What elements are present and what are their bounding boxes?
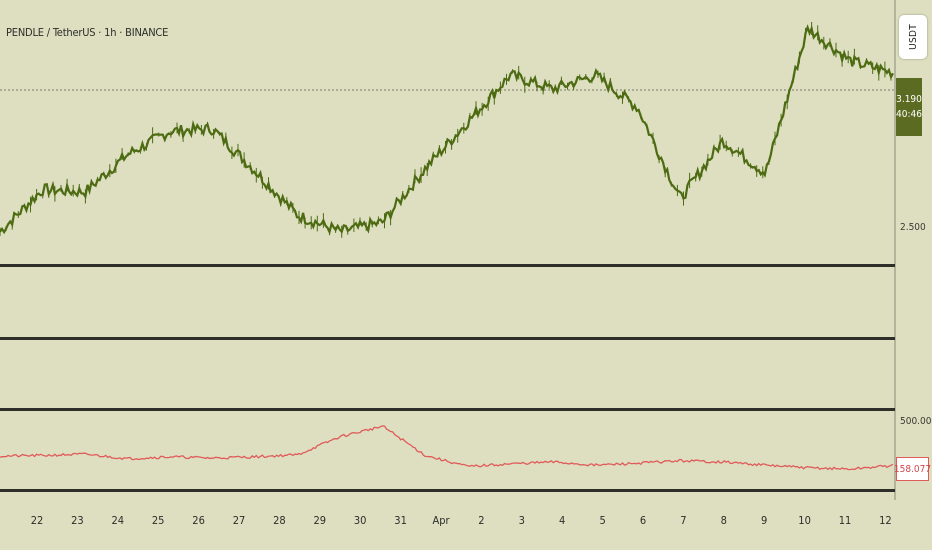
time-label: 4	[559, 514, 566, 527]
time-label: 6	[639, 514, 647, 527]
volume-value-badge: 158.077	[894, 457, 931, 481]
pane-separator-2[interactable]	[0, 337, 895, 340]
price-series-line	[0, 24, 894, 236]
price-plot[interactable]	[0, 22, 894, 238]
pane-separator-3[interactable]	[0, 408, 895, 411]
time-label: 5	[599, 514, 606, 527]
time-label: 28	[273, 514, 286, 527]
time-label: 10	[798, 514, 811, 527]
time-label: 25	[151, 514, 165, 527]
time-label: 23	[71, 514, 84, 527]
time-label: 11	[838, 514, 852, 527]
time-label: 22	[30, 514, 44, 527]
symbol-title[interactable]: PENDLE / TetherUS · 1h · BINANCE	[6, 26, 169, 39]
time-label: 12	[879, 514, 892, 527]
volume-plot[interactable]	[0, 425, 894, 471]
price-tick-label: 2.500	[900, 222, 926, 233]
last-price-value: 3.190	[896, 94, 922, 105]
last-price-badge: 3.190 40:46	[896, 78, 922, 136]
time-label: 26	[192, 514, 205, 527]
volume-tick-label: 500.000	[900, 416, 932, 427]
time-label: 8	[720, 514, 727, 527]
volume-series-line	[0, 425, 894, 471]
time-label: 9	[761, 514, 768, 527]
pane-separator-4[interactable]	[0, 489, 895, 492]
pane-separator-1[interactable]	[0, 264, 895, 267]
time-label: 7	[680, 514, 687, 527]
bar-countdown: 40:46	[896, 109, 922, 120]
time-label: 30	[353, 514, 367, 527]
time-label: 27	[232, 514, 246, 527]
time-label: 24	[111, 514, 125, 527]
time-label: 29	[313, 514, 327, 527]
currency-button-label: USDT	[907, 24, 919, 50]
time-label: 3	[518, 514, 525, 527]
time-label: 2	[478, 514, 485, 527]
time-label: 31	[394, 514, 407, 527]
currency-button[interactable]: USDT	[899, 15, 927, 59]
time-label: Apr	[432, 514, 450, 527]
